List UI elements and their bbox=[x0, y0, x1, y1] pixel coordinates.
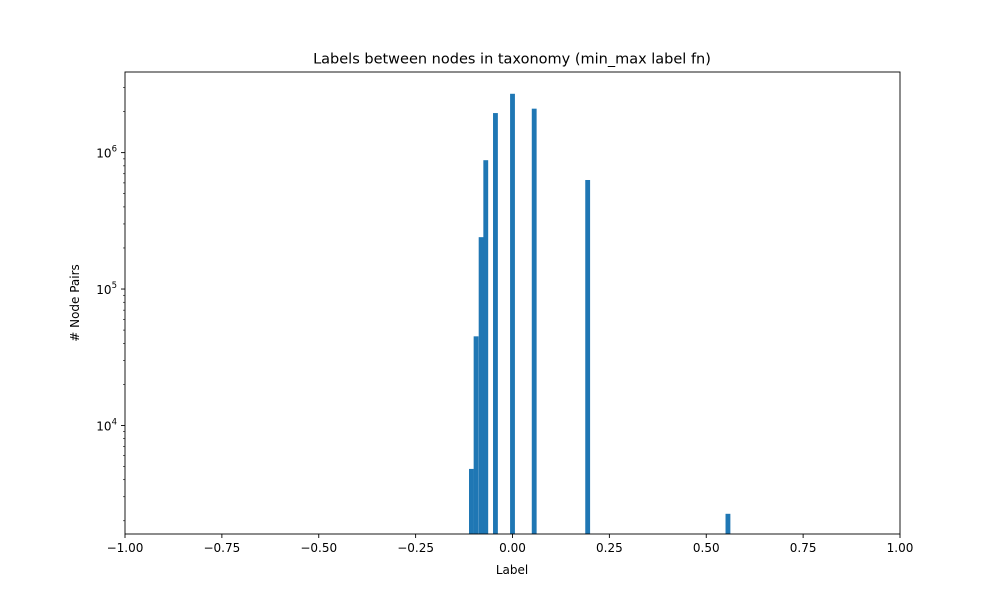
x-tick-label: 0.25 bbox=[596, 541, 623, 555]
histogram-bar-0 bbox=[469, 468, 474, 534]
x-tick-label: 0.50 bbox=[693, 541, 720, 555]
histogram-bar-2 bbox=[478, 237, 484, 534]
x-tick-label: −0.75 bbox=[203, 541, 240, 555]
histogram-bar-6 bbox=[531, 108, 537, 534]
histogram-bar-1 bbox=[473, 336, 479, 534]
bars-group bbox=[469, 93, 731, 535]
y-axis-label: # Node Pairs bbox=[68, 264, 82, 342]
x-tick-label: −0.25 bbox=[397, 541, 434, 555]
histogram-bar-7 bbox=[585, 179, 591, 534]
histogram-bar-5 bbox=[510, 93, 515, 534]
plot-frame bbox=[124, 71, 901, 535]
x-axis-ticks: −1.00 −0.75 −0.50 −0.25 0.00 0.25 0.50 0.75 1.00 bbox=[107, 534, 914, 555]
x-tick-label: 0.75 bbox=[790, 541, 817, 555]
histogram-bar-3 bbox=[483, 160, 489, 534]
chart-title: Labels between nodes in taxonomy (min_ma… bbox=[313, 52, 711, 68]
x-tick-label: 0.00 bbox=[499, 541, 526, 555]
histogram-bar-4 bbox=[493, 113, 498, 535]
histogram-bar-8 bbox=[725, 513, 731, 534]
x-tick-label: 1.00 bbox=[887, 541, 914, 555]
x-axis-label: Label bbox=[496, 563, 528, 577]
x-tick-label: −1.00 bbox=[107, 541, 144, 555]
x-tick-label: −0.50 bbox=[300, 541, 337, 555]
